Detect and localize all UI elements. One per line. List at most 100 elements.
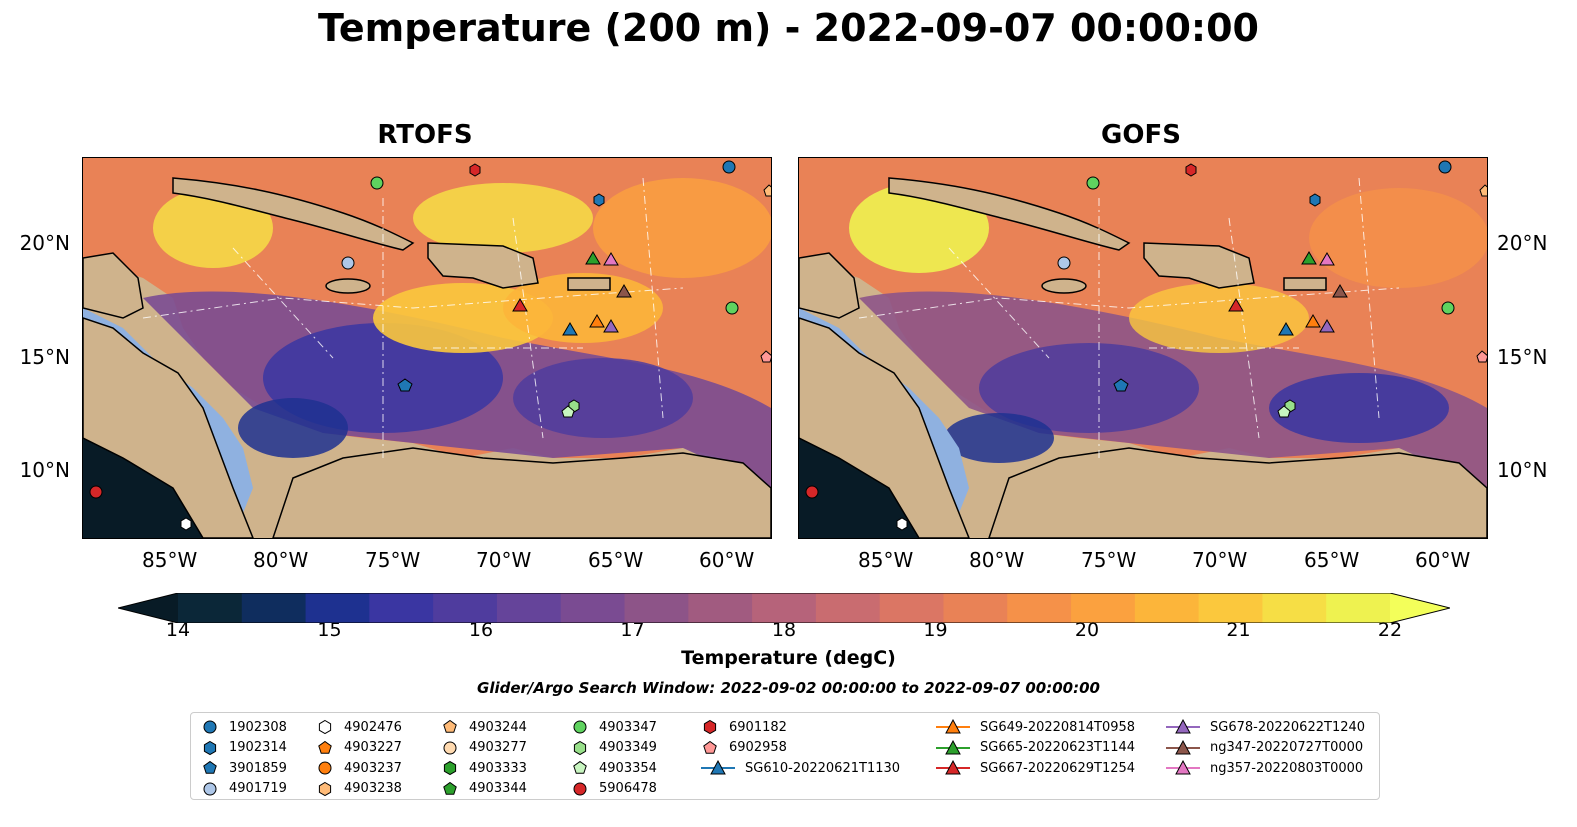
legend-label: ng347-20220727T0000 xyxy=(1210,740,1364,755)
search-window-text: Glider/Argo Search Window: 2022-09-02 00… xyxy=(477,679,1100,697)
legend-item: 4903344 xyxy=(441,779,527,799)
colorbar-tick-label: 20 xyxy=(1074,619,1100,641)
colorbar-tick-label: 17 xyxy=(620,619,645,641)
colorbar-segment xyxy=(433,593,498,623)
rtofs-lon-label-80w: 80°W xyxy=(253,548,309,572)
gofs-lat-label-10n: 10°N xyxy=(1497,458,1548,482)
legend-item: 6902958 xyxy=(701,738,787,758)
triangle-line-marker-icon xyxy=(701,760,735,775)
panel-title-rtofs: RTOFS xyxy=(377,120,473,150)
circle-marker-icon xyxy=(203,720,217,734)
legend-label: 4903244 xyxy=(469,719,527,735)
legend-item: SG665-20220623T1144 xyxy=(936,738,1135,758)
legend-item: 3901859 xyxy=(201,758,287,778)
legend-label: 4901719 xyxy=(229,781,287,796)
colorbar-segment xyxy=(1198,593,1263,623)
colorbar-tick-label: 18 xyxy=(771,619,797,641)
legend-label: 6902958 xyxy=(729,740,787,755)
rtofs-map xyxy=(82,157,772,539)
hexagon-marker-icon xyxy=(703,719,717,735)
figure-title: Temperature (200 m) - 2022-09-07 00:00:0… xyxy=(317,6,1259,50)
triangle-line-marker-icon xyxy=(936,760,970,775)
legend-label: 4903349 xyxy=(599,740,657,755)
hexagon-marker-icon xyxy=(318,781,332,796)
gofs-lon-label-85w: 85°W xyxy=(858,548,914,572)
colorbar-over-arrow xyxy=(1390,593,1450,623)
legend-label: SG610-20220621T1130 xyxy=(745,760,901,776)
legend-item: SG667-20220629T1254 xyxy=(936,758,1135,778)
legend-label: 4903347 xyxy=(599,719,657,735)
colorbar-segment xyxy=(1071,593,1136,623)
legend-label: 6901182 xyxy=(729,719,787,735)
colorbar-segment xyxy=(305,593,370,623)
circle-marker-icon xyxy=(443,741,457,754)
legend-item: SG649-20220814T0958 xyxy=(936,717,1135,737)
gofs-lon-label-65w: 65°W xyxy=(1304,548,1360,572)
rtofs-lat-label-10n: 10°N xyxy=(19,458,70,482)
colorbar-tick-label: 19 xyxy=(923,619,948,641)
legend-label: 1902308 xyxy=(229,719,287,735)
colorbar-segment xyxy=(1134,593,1200,623)
triangle-line-marker-icon xyxy=(1166,760,1200,775)
hexagon-marker-icon xyxy=(573,740,587,755)
colorbar-segment xyxy=(815,593,881,623)
gofs-lon-label-75w: 75°W xyxy=(1081,548,1137,572)
legend-label: 4903354 xyxy=(599,760,657,776)
colorbar-tick-label: 14 xyxy=(165,619,191,641)
legend-item: 1902314 xyxy=(201,738,287,758)
legend-item: 4903349 xyxy=(571,738,657,758)
colorbar-segment xyxy=(178,593,243,623)
rtofs-lon-label-70w: 70°W xyxy=(476,548,532,572)
rtofs-lat-label-15n: 15°N xyxy=(19,345,70,369)
triangle-line-marker-icon xyxy=(936,739,970,754)
legend-label: SG649-20220814T0958 xyxy=(980,719,1136,735)
legend-item: 5906478 xyxy=(571,779,657,799)
colorbar-segment xyxy=(688,593,753,623)
legend-label: ng357-20220803T0000 xyxy=(1210,760,1364,776)
legend-label: 4903237 xyxy=(344,760,402,776)
pentagon-marker-icon xyxy=(443,781,457,795)
legend-item: 4903237 xyxy=(316,758,402,778)
colorbar-segment xyxy=(1007,593,1072,623)
hexagon-marker-icon xyxy=(203,740,217,755)
legend-label: 4902476 xyxy=(344,719,402,735)
rtofs-lon-label-65w: 65°W xyxy=(588,548,644,572)
rtofs-lon-label-75w: 75°W xyxy=(365,548,421,572)
gofs-lon-label-70w: 70°W xyxy=(1192,548,1248,572)
colorbar-title: Temperature (degC) xyxy=(681,647,896,669)
legend-item: 6901182 xyxy=(701,717,787,737)
colorbar-segment xyxy=(752,593,817,623)
legend-item: 4901719 xyxy=(201,779,287,799)
colorbar-under-arrow xyxy=(118,593,178,623)
circle-marker-icon xyxy=(203,782,217,795)
legend-item: SG678-20220622T1240 xyxy=(1166,717,1365,737)
legend-item: 4903238 xyxy=(316,779,402,799)
colorbar-tick-label: 22 xyxy=(1377,619,1403,641)
gofs-lon-label-60w: 60°W xyxy=(1415,548,1471,572)
colorbar-segment xyxy=(1326,593,1391,623)
gofs-lat-label-20n: 20°N xyxy=(1497,231,1548,255)
legend-item: 4903333 xyxy=(441,758,527,778)
legend-label: 5906478 xyxy=(599,781,657,796)
hexagon-marker-icon xyxy=(318,719,332,735)
triangle-line-marker-icon xyxy=(1166,739,1200,754)
legend-label: SG678-20220622T1240 xyxy=(1210,719,1366,735)
gofs-lat-label-15n: 15°N xyxy=(1497,345,1548,369)
legend-label: 3901859 xyxy=(229,760,287,776)
colorbar-segment xyxy=(1262,593,1327,623)
legend-item: 4903244 xyxy=(441,717,527,737)
colorbar-segment xyxy=(369,593,434,623)
legend-label: SG665-20220623T1144 xyxy=(980,740,1136,755)
colorbar-tick-label: 21 xyxy=(1226,619,1251,641)
triangle-line-marker-icon xyxy=(1166,719,1200,734)
hexagon-marker-icon xyxy=(443,760,457,776)
gofs-map-canvas xyxy=(799,158,1487,538)
colorbar-segment xyxy=(496,593,562,623)
pentagon-marker-icon xyxy=(703,740,717,754)
rtofs-lon-label-85w: 85°W xyxy=(142,548,198,572)
legend-item: 4902476 xyxy=(316,717,402,737)
rtofs-map-canvas xyxy=(83,158,771,538)
legend-label: 4903344 xyxy=(469,781,527,796)
legend-label: 4903227 xyxy=(344,740,402,755)
legend-label: SG667-20220629T1254 xyxy=(980,760,1136,776)
